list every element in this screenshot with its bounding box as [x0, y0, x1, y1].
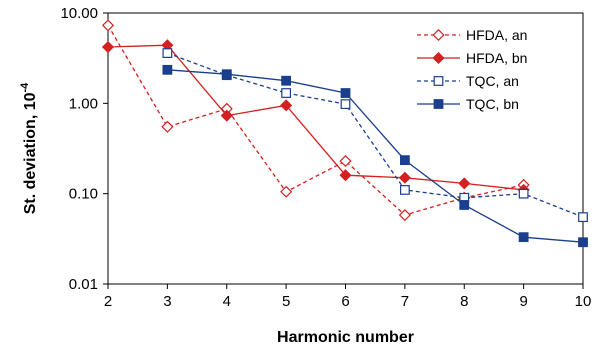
- data-point: [398, 208, 411, 222]
- legend-entry-2: HFDA, bn: [417, 50, 527, 66]
- data-point: [281, 75, 292, 86]
- data-point: [340, 99, 351, 110]
- legend-marker: [433, 76, 444, 86]
- series-line: [167, 52, 584, 218]
- legend-entry-1: HFDA, an: [417, 27, 527, 43]
- data-point: [161, 120, 174, 133]
- legend-marker: [432, 28, 445, 42]
- data-point: [578, 212, 588, 223]
- data-point: [578, 237, 588, 248]
- x-tick-label: 5: [282, 293, 290, 310]
- data-point: [459, 200, 470, 210]
- data-point: [458, 177, 471, 190]
- data-point: [280, 99, 293, 112]
- x-axis-title: Harmonic number: [277, 329, 414, 346]
- data-point: [340, 88, 351, 98]
- y-tick-label: 1.00: [69, 95, 98, 112]
- data-point: [221, 69, 232, 80]
- y-tick-label: 10.00: [60, 5, 98, 22]
- x-tick-label: 6: [341, 293, 349, 310]
- legend-label: TQC, bn: [466, 96, 519, 112]
- data-point: [518, 188, 529, 199]
- legend-label: HFDA, an: [466, 27, 527, 43]
- y-axis-title-exponent: -4: [19, 82, 31, 93]
- data-point: [280, 185, 293, 198]
- data-point: [518, 232, 529, 243]
- data-point: [220, 109, 233, 122]
- series-2: [101, 39, 530, 196]
- x-tick-label: 3: [163, 293, 171, 310]
- y-axis-title-text: St. deviation, 10: [22, 92, 39, 214]
- x-tick-label: 10: [575, 293, 592, 310]
- y-tick-label: 0.01: [69, 276, 98, 293]
- data-point: [339, 169, 352, 182]
- data-point: [101, 19, 115, 32]
- series-line: [167, 69, 584, 243]
- y-tick-label: 0.10: [69, 186, 98, 203]
- y-axis-title: St. deviation, 10-4: [19, 82, 39, 214]
- data-point: [399, 185, 410, 195]
- data-point: [399, 155, 410, 166]
- x-tick-label: 9: [519, 293, 527, 310]
- legend-entry-4: TQC, bn: [417, 96, 519, 112]
- x-tick-label: 8: [460, 293, 468, 310]
- series-line: [107, 24, 524, 216]
- series-group: [101, 19, 588, 248]
- x-tick-label: 4: [223, 293, 231, 310]
- data-point: [339, 154, 352, 168]
- legend: HFDA, an HFDA, bn TQC, an TQC, bn: [417, 27, 527, 112]
- data-point: [281, 88, 292, 98]
- x-tick-label: 7: [401, 293, 409, 310]
- axes: 0.01 0.10 1.00 10.00 2 3 4 5 6 7 8 9 10: [60, 5, 591, 310]
- legend-marker: [433, 99, 444, 109]
- data-point: [162, 64, 173, 75]
- legend-label: TQC, an: [466, 73, 519, 89]
- series-4: [162, 64, 588, 248]
- data-point: [162, 48, 173, 58]
- legend-marker: [432, 51, 445, 65]
- data-point: [398, 171, 411, 184]
- legend-entry-3: TQC, an: [417, 73, 519, 89]
- legend-label: HFDA, bn: [466, 50, 527, 66]
- x-tick-label: 2: [104, 293, 112, 310]
- data-point: [101, 40, 115, 54]
- series-3: [162, 48, 588, 223]
